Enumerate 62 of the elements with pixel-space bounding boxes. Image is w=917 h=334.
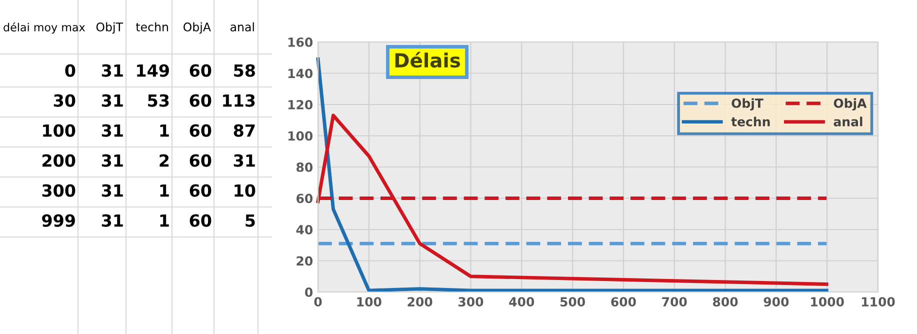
y-tick-label: 80 — [296, 162, 313, 172]
x-tick-label: 200 — [408, 297, 432, 307]
text: 60 — [190, 214, 212, 227]
x-tick-label: 700 — [662, 297, 687, 307]
text: 113 — [223, 94, 255, 107]
text: 87 — [234, 124, 255, 137]
y-tick-label: 60 — [296, 194, 313, 204]
x-tick-label: 500 — [560, 297, 585, 307]
y-tick-label: 160 — [288, 37, 313, 47]
x-tick-label: 900 — [764, 297, 789, 307]
text: 58 — [234, 64, 255, 77]
category-label: ObjA — [184, 22, 211, 34]
text: 60 — [190, 124, 212, 137]
legend-label: techn — [731, 116, 770, 126]
text: 200 — [42, 154, 76, 167]
category-label: anal — [230, 22, 254, 32]
category-label: délai moy max — [4, 22, 85, 34]
text: 60 — [190, 154, 212, 167]
legend-label: anal — [834, 116, 862, 126]
legend-label: ObjT — [732, 98, 764, 110]
text: 1 — [160, 184, 169, 197]
category-label: techn — [136, 22, 168, 32]
text: 31 — [234, 154, 255, 167]
y-tick-label: 120 — [288, 100, 313, 110]
text: 1 — [160, 124, 169, 137]
text: 1 — [160, 214, 169, 227]
x-tick-label: 1000 — [811, 297, 844, 307]
chart-title: Délais — [395, 52, 460, 68]
text: 300 — [42, 184, 76, 197]
text: 31 — [102, 184, 123, 197]
category-label: ObjT — [96, 22, 124, 34]
y-tick-label: 0 — [305, 287, 313, 297]
x-tick-label: 100 — [357, 297, 382, 307]
y-tick-label: 140 — [288, 68, 313, 78]
text: 31 — [102, 94, 123, 107]
x-tick-label: 600 — [611, 297, 636, 307]
line-series — [316, 114, 828, 286]
y-tick-label: 40 — [296, 224, 313, 234]
x-tick-label: 300 — [458, 297, 484, 307]
text: 31 — [102, 124, 123, 137]
text: 149 — [137, 64, 169, 77]
text: 5 — [246, 214, 255, 227]
text: 60 — [190, 94, 212, 107]
text: 31 — [102, 64, 123, 77]
text: 60 — [190, 64, 212, 77]
x-tick-label: 400 — [509, 297, 534, 307]
x-tick-label: 1100 — [862, 297, 895, 307]
text: 999 — [42, 214, 75, 227]
x-tick-label: 800 — [712, 297, 738, 307]
text: 53 — [148, 94, 169, 107]
text: 2 — [160, 154, 169, 167]
text: 0 — [65, 64, 76, 77]
text: 30 — [54, 94, 76, 107]
text: 31 — [102, 214, 123, 227]
y-tick-label: 100 — [288, 131, 313, 141]
text: 10 — [234, 184, 256, 197]
text: 60 — [190, 184, 212, 197]
text: 31 — [102, 154, 123, 167]
y-tick-label: 20 — [296, 256, 313, 266]
x-tick-label: 0 — [314, 297, 322, 307]
text: 100 — [43, 124, 76, 137]
legend-label: ObjA — [834, 98, 867, 110]
